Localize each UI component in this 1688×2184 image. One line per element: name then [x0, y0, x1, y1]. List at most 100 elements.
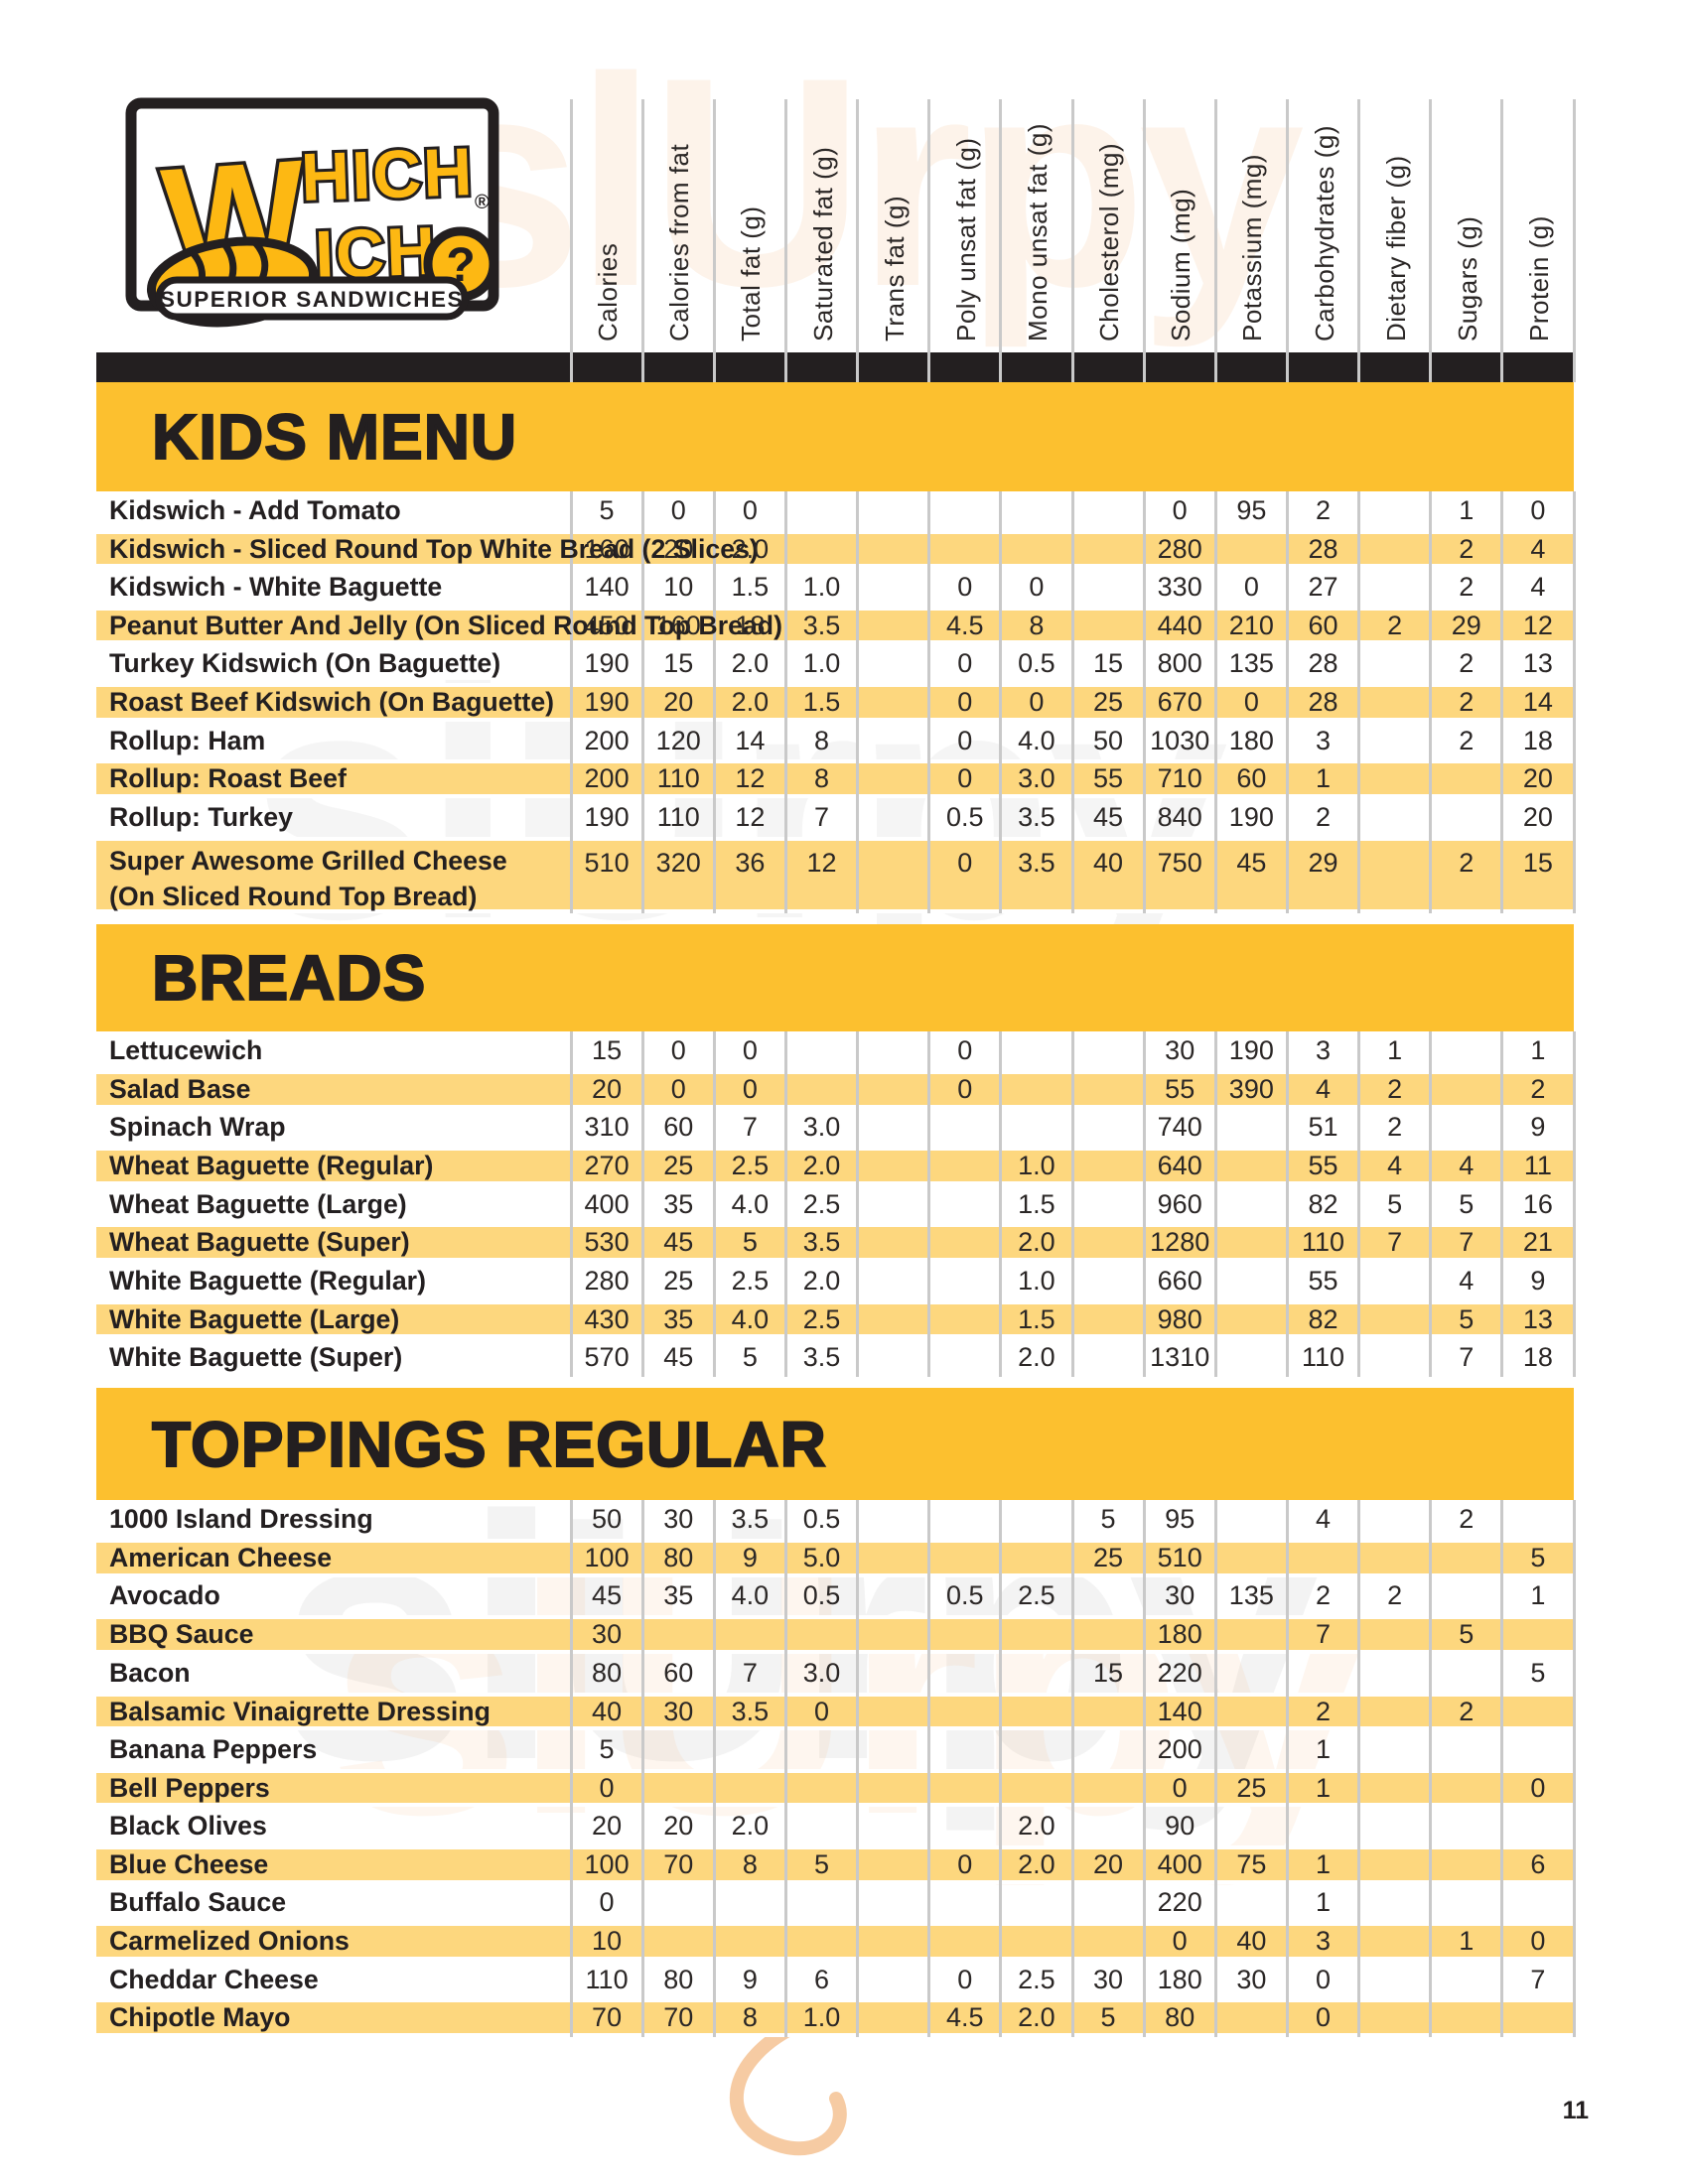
item-name-text: White Baguette (Super)	[109, 1342, 403, 1373]
nutrition-cell: 0	[813, 1696, 829, 1726]
nutrition-cell: 0	[1315, 1964, 1331, 1994]
nutrition-cell	[1431, 1031, 1502, 1070]
nutrition-cell	[1072, 1338, 1144, 1377]
nutrition-cell: 270	[584, 1151, 630, 1181]
column-separator	[1357, 491, 1361, 913]
nutrition-cell: 0	[957, 725, 973, 755]
nutrition-cell: 35	[663, 1303, 694, 1334]
nutrition-cell: 3.5	[802, 1227, 841, 1258]
item-name-text: Buffalo Sauce	[109, 1887, 287, 1918]
nutrition-cell: 2	[1315, 494, 1331, 525]
menu-row: Kidswich - Add Tomato 5 0 0 0 95 2 1 0	[96, 491, 1574, 530]
column-header: Mono unsat fat (g)	[1022, 123, 1053, 341]
column-separator	[1213, 1500, 1217, 2038]
item-name-text: Rollup: Turkey	[109, 801, 293, 832]
nutrition-cell: 0	[742, 1035, 758, 1066]
nutrition-cell: 1.5	[1018, 1303, 1055, 1334]
nutrition-cell: 8	[813, 763, 829, 794]
nutrition-cell: 3.5	[802, 610, 841, 640]
menu-row: Cheddar Cheese 110 80 9 6 0 2.5 30 180 30 0 7	[96, 1961, 1574, 1999]
nutrition-cell: 7	[1459, 1227, 1475, 1258]
nutrition-cell: 0	[957, 847, 973, 878]
column-separator	[1500, 1031, 1504, 1377]
nutrition-cell	[1502, 1500, 1574, 1539]
column-separator	[1070, 1500, 1074, 2038]
nutrition-cell	[858, 1543, 929, 1573]
item-name: White Baguette (Super)	[96, 1338, 571, 1377]
nutrition-cell	[714, 1773, 785, 1804]
nutrition-cell	[929, 1773, 1001, 1804]
column-separator	[1142, 491, 1146, 913]
item-name: White Baguette (Regular)	[96, 1262, 571, 1300]
nutrition-cell	[1359, 1262, 1431, 1300]
column-separator	[640, 1031, 644, 1377]
nutrition-cell: 20	[592, 1073, 623, 1104]
nutrition-cell: 2	[1459, 687, 1475, 718]
nutrition-cell: 55	[1308, 1151, 1338, 1181]
nutrition-cell: 10	[663, 572, 694, 603]
nutrition-cell: 2.0	[1018, 1342, 1055, 1373]
nutrition-cell: 20	[1522, 801, 1553, 832]
nutrition-cell: 28	[1308, 533, 1338, 564]
item-name: Carmelized Onions	[96, 1926, 571, 1957]
nutrition-cell	[929, 1151, 1001, 1181]
nutrition-cell: 4	[1530, 572, 1546, 603]
nutrition-cell	[858, 798, 929, 837]
nutrition-cell: 1	[1459, 1926, 1475, 1957]
nutrition-cell: 1	[1315, 1887, 1331, 1918]
nutrition-cell	[1431, 1074, 1502, 1105]
nutrition-cell: 1.0	[1018, 1151, 1055, 1181]
nutrition-cell	[1072, 1773, 1144, 1804]
nutrition-cell: 280	[584, 1265, 630, 1296]
nutrition-cell	[858, 1619, 929, 1650]
nutrition-cell: 6	[813, 1964, 829, 1994]
item-name-text: Bacon	[109, 1657, 191, 1688]
item-name: Rollup: Roast Beef	[96, 763, 571, 794]
nutrition-cell: 135	[1228, 648, 1274, 679]
nutrition-cell: 40	[592, 1696, 623, 1726]
menu-row: Wheat Baguette (Large) 400 35 4.0 2.5 1.5 960 8…	[96, 1185, 1574, 1224]
nutrition-cell	[858, 841, 929, 914]
nutrition-cell	[642, 1884, 714, 1923]
nutrition-cell: 0.5	[1018, 648, 1055, 679]
nutrition-cell	[714, 1884, 785, 1923]
nutrition-cell	[929, 1807, 1001, 1845]
nutrition-cell: 45	[1236, 847, 1267, 878]
item-name-text: Rollup: Ham	[109, 725, 266, 755]
nutrition-cell: 800	[1157, 648, 1202, 679]
nutrition-cell: 190	[1228, 801, 1274, 832]
item-name-text: Super Awesome Grilled Cheese	[109, 845, 507, 876]
nutrition-cell	[1431, 1849, 1502, 1880]
nutrition-cell: 2.0	[1018, 2002, 1055, 2033]
nutrition-cell	[1215, 1262, 1287, 1300]
menu-row: Bell Peppers 0 0 25 1 0	[96, 1768, 1574, 1808]
column-separator	[1213, 99, 1217, 382]
nutrition-cell: 0	[957, 763, 973, 794]
nutrition-cell: 30	[1165, 1035, 1196, 1066]
column-header: Saturated fat (g)	[807, 146, 838, 341]
nutrition-cell: 160	[655, 610, 701, 640]
nutrition-cell: 70	[663, 1848, 694, 1879]
nutrition-cell: 12	[735, 763, 766, 794]
nutrition-cell	[858, 1031, 929, 1070]
nutrition-cell: 0	[1243, 572, 1259, 603]
column-separator	[1357, 1500, 1361, 2038]
nutrition-cell	[1001, 1543, 1072, 1573]
nutrition-cell: 80	[663, 1543, 694, 1573]
menu-row: Rollup: Ham 200 120 14 8 0 4.0 50 1030 180 3 2 18	[96, 722, 1574, 760]
column-separator	[712, 1031, 716, 1377]
nutrition-cell	[929, 1185, 1001, 1224]
nutrition-cell: 660	[1157, 1265, 1202, 1296]
menu-row: Lettucewich 15 0 0 0 30 190 3 1 1	[96, 1031, 1574, 1070]
item-name-text: Roast Beef Kidswich (On Baguette)	[109, 687, 555, 718]
item-name: BBQ Sauce	[96, 1619, 571, 1650]
menu-row: Salad Base 20 0 0 0 55 390 4 2 2	[96, 1069, 1574, 1109]
nutrition-cell	[1502, 1697, 1574, 1727]
nutrition-cell: 2	[1387, 1112, 1403, 1143]
nutrition-cell	[1359, 1500, 1431, 1539]
nutrition-cell	[1359, 1961, 1431, 1999]
column-separator	[1070, 99, 1074, 382]
nutrition-cell	[785, 1926, 857, 1957]
nutrition-cell: 1	[1315, 1772, 1331, 1803]
